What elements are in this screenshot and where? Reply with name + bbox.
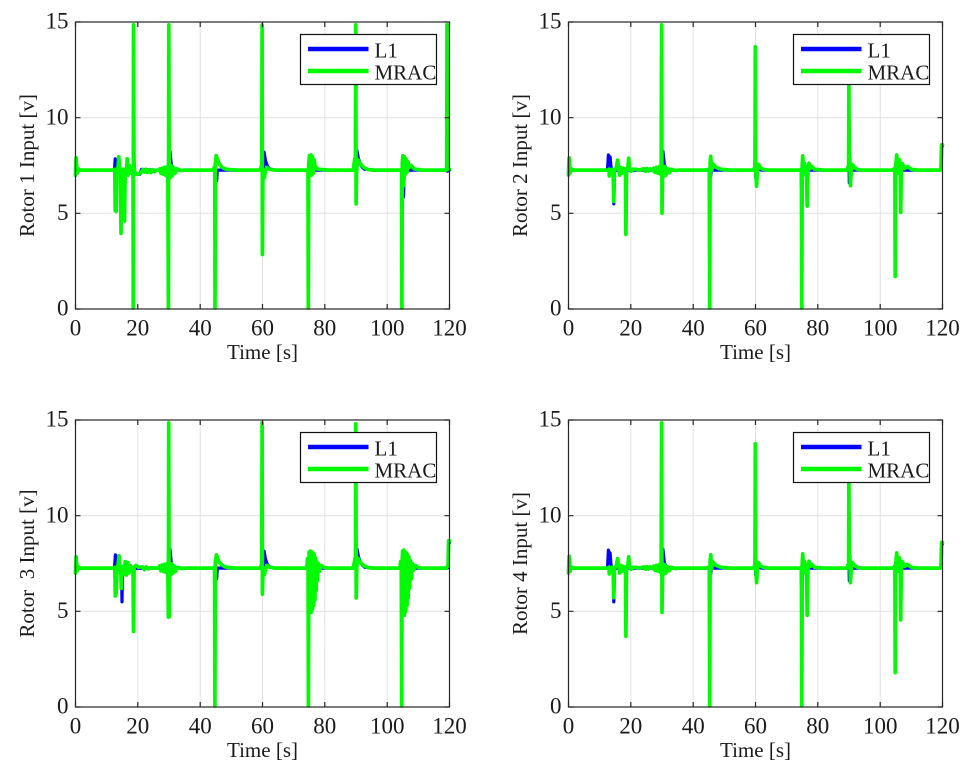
svg-text:40: 40 [682,316,705,341]
svg-text:L1: L1 [375,38,398,62]
svg-text:Time [s]: Time [s] [720,738,791,762]
svg-text:80: 80 [806,714,829,739]
svg-text:Time [s]: Time [s] [227,340,298,364]
svg-text:120: 120 [432,714,467,739]
svg-text:10: 10 [46,104,69,129]
svg-text:15: 15 [46,9,69,34]
svg-text:20: 20 [126,316,149,341]
svg-text:0: 0 [563,714,575,739]
svg-text:100: 100 [863,316,898,341]
svg-text:Time [s]: Time [s] [720,340,791,364]
svg-text:20: 20 [619,714,642,739]
svg-text:15: 15 [46,407,69,432]
svg-text:100: 100 [863,714,898,739]
svg-text:5: 5 [57,598,69,623]
svg-text:20: 20 [619,316,642,341]
svg-text:Rotor 3 Input [v]: Rotor 3 Input [v] [15,489,39,637]
svg-text:60: 60 [251,316,274,341]
svg-text:L1: L1 [868,436,891,460]
svg-text:Rotor 1 Input [v]: Rotor 1 Input [v] [15,94,39,237]
svg-text:80: 80 [313,714,336,739]
svg-text:80: 80 [806,316,829,341]
svg-text:5: 5 [550,200,562,225]
svg-text:120: 120 [432,316,467,341]
svg-text:MRAC: MRAC [868,60,930,84]
svg-text:15: 15 [539,407,562,432]
svg-text:120: 120 [925,714,960,739]
svg-text:MRAC: MRAC [375,60,437,84]
svg-text:60: 60 [251,714,274,739]
svg-text:0: 0 [57,694,69,719]
svg-text:10: 10 [539,502,562,527]
svg-text:MRAC: MRAC [375,458,437,482]
svg-text:100: 100 [370,714,405,739]
svg-text:0: 0 [550,296,562,321]
svg-text:0: 0 [70,714,82,739]
svg-text:40: 40 [189,316,212,341]
svg-text:Time [s]: Time [s] [227,738,298,762]
svg-text:0: 0 [70,316,82,341]
svg-text:Rotor 4 Input [v]: Rotor 4 Input [v] [508,492,532,635]
svg-text:5: 5 [57,200,69,225]
svg-text:L1: L1 [868,38,891,62]
svg-text:80: 80 [313,316,336,341]
svg-text:60: 60 [744,714,767,739]
svg-text:0: 0 [57,296,69,321]
svg-text:0: 0 [563,316,575,341]
svg-text:60: 60 [744,316,767,341]
svg-text:20: 20 [126,714,149,739]
svg-text:MRAC: MRAC [868,458,930,482]
svg-text:40: 40 [682,714,705,739]
svg-text:40: 40 [189,714,212,739]
svg-text:0: 0 [550,694,562,719]
svg-text:10: 10 [46,502,69,527]
svg-text:15: 15 [539,9,562,34]
svg-text:100: 100 [370,316,405,341]
svg-text:120: 120 [925,316,960,341]
svg-text:Rotor 2 Input [v]: Rotor 2 Input [v] [508,94,532,237]
svg-text:5: 5 [550,598,562,623]
svg-text:10: 10 [539,104,562,129]
svg-text:L1: L1 [375,436,398,460]
